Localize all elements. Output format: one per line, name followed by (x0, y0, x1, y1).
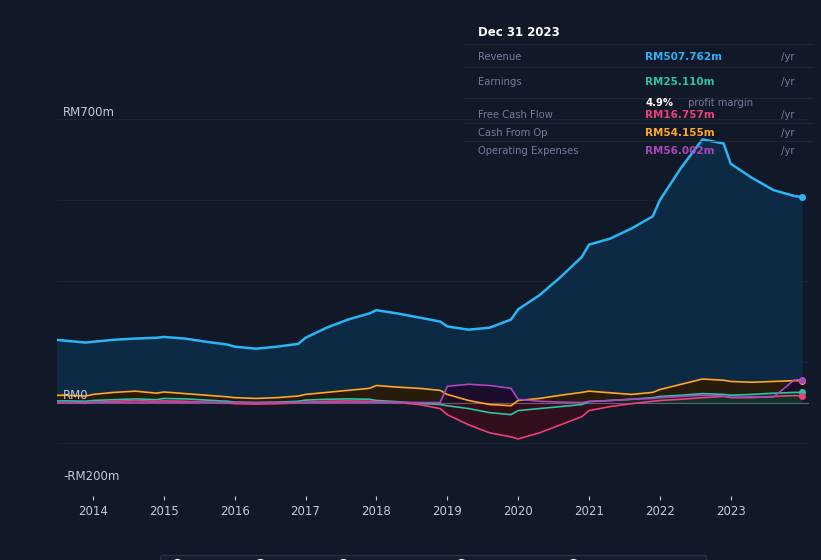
Text: /yr: /yr (778, 52, 795, 62)
Text: Revenue: Revenue (478, 52, 521, 62)
Text: RM0: RM0 (63, 389, 89, 402)
Text: Free Cash Flow: Free Cash Flow (478, 110, 553, 120)
Text: /yr: /yr (778, 128, 795, 138)
Text: -RM200m: -RM200m (63, 470, 120, 483)
Text: profit margin: profit margin (686, 98, 754, 108)
Text: Earnings: Earnings (478, 77, 521, 87)
Text: Operating Expenses: Operating Expenses (478, 146, 578, 156)
Text: RM54.155m: RM54.155m (645, 128, 715, 138)
Text: /yr: /yr (778, 146, 795, 156)
Legend: Revenue, Earnings, Free Cash Flow, Cash From Op, Operating Expenses: Revenue, Earnings, Free Cash Flow, Cash … (160, 555, 706, 560)
Text: RM25.110m: RM25.110m (645, 77, 715, 87)
Text: Dec 31 2023: Dec 31 2023 (478, 26, 560, 39)
Text: /yr: /yr (778, 77, 795, 87)
Text: 4.9%: 4.9% (645, 98, 673, 108)
Text: Cash From Op: Cash From Op (478, 128, 548, 138)
Text: RM507.762m: RM507.762m (645, 52, 722, 62)
Text: RM56.002m: RM56.002m (645, 146, 715, 156)
Text: RM700m: RM700m (63, 106, 115, 119)
Text: RM16.757m: RM16.757m (645, 110, 715, 120)
Text: /yr: /yr (778, 110, 795, 120)
